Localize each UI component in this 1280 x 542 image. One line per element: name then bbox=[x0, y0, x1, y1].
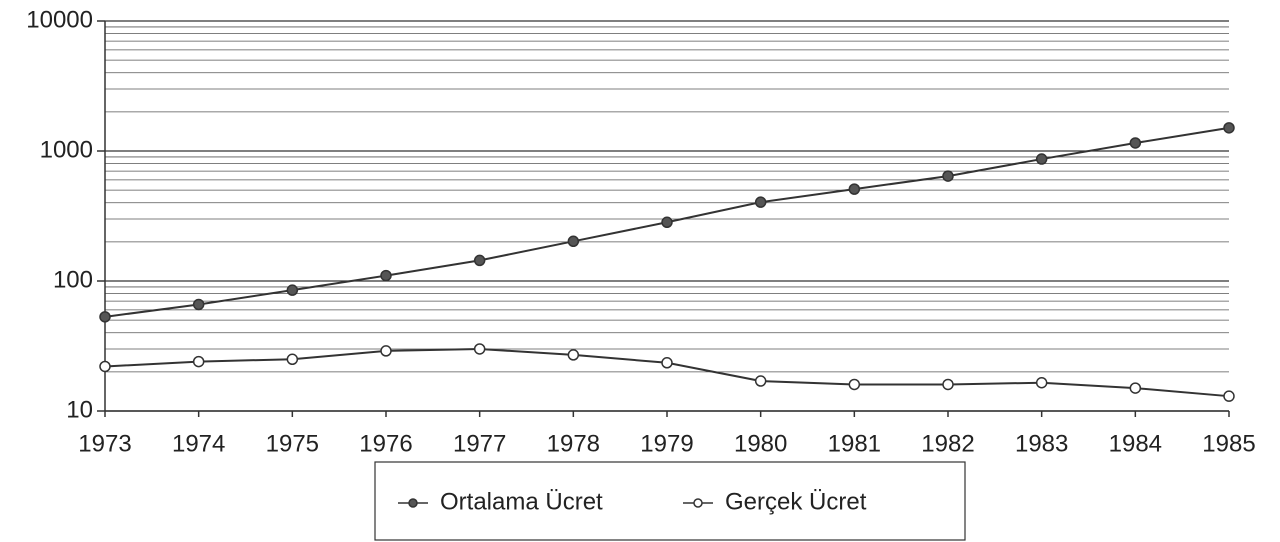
data-point bbox=[1223, 122, 1235, 134]
x-tick-label: 1980 bbox=[734, 430, 787, 457]
data-point bbox=[661, 357, 673, 369]
data-point bbox=[942, 170, 954, 182]
legend-marker bbox=[693, 498, 703, 508]
x-tick-label: 1979 bbox=[640, 430, 693, 457]
x-tick-label: 1974 bbox=[172, 430, 225, 457]
legend-marker bbox=[408, 498, 418, 508]
legend-label: Ortalama Ücret bbox=[440, 488, 603, 515]
data-point bbox=[1129, 137, 1142, 149]
y-tick-label: 1000 bbox=[40, 136, 93, 163]
data-point bbox=[380, 345, 392, 357]
data-point bbox=[848, 183, 861, 195]
data-point bbox=[99, 360, 111, 373]
x-tick-label: 1977 bbox=[453, 430, 506, 457]
legend-label: Gerçek Ücret bbox=[725, 488, 867, 515]
data-point bbox=[473, 343, 486, 355]
data-point bbox=[567, 235, 580, 248]
data-point bbox=[1223, 390, 1235, 402]
data-point bbox=[99, 311, 111, 323]
data-point bbox=[380, 269, 392, 282]
y-tick-label: 10 bbox=[66, 396, 93, 423]
x-tick-label: 1976 bbox=[359, 430, 412, 457]
x-tick-label: 1983 bbox=[1015, 430, 1068, 457]
series-line bbox=[104, 347, 1230, 398]
legend-box bbox=[374, 461, 966, 541]
x-tick-label: 1975 bbox=[266, 430, 319, 457]
data-point bbox=[473, 254, 486, 267]
data-point bbox=[567, 349, 580, 361]
data-point bbox=[848, 378, 861, 391]
data-point bbox=[942, 378, 954, 391]
data-point bbox=[754, 196, 767, 208]
data-point bbox=[192, 355, 205, 368]
data-point bbox=[1129, 382, 1142, 394]
data-point bbox=[1035, 376, 1048, 389]
data-point bbox=[1035, 153, 1048, 165]
x-tick-label: 1984 bbox=[1109, 430, 1162, 457]
x-tick-label: 1973 bbox=[78, 430, 131, 457]
data-point bbox=[754, 375, 767, 387]
y-tick-label: 10000 bbox=[26, 6, 93, 33]
x-tick-label: 1978 bbox=[547, 430, 600, 457]
data-point bbox=[286, 353, 299, 366]
data-point bbox=[661, 216, 673, 229]
data-point bbox=[286, 284, 299, 296]
y-tick-label: 100 bbox=[53, 266, 93, 293]
x-tick-label: 1982 bbox=[921, 430, 974, 457]
data-point bbox=[192, 298, 205, 311]
x-tick-label: 1985 bbox=[1202, 430, 1255, 457]
x-tick-label: 1981 bbox=[828, 430, 881, 457]
